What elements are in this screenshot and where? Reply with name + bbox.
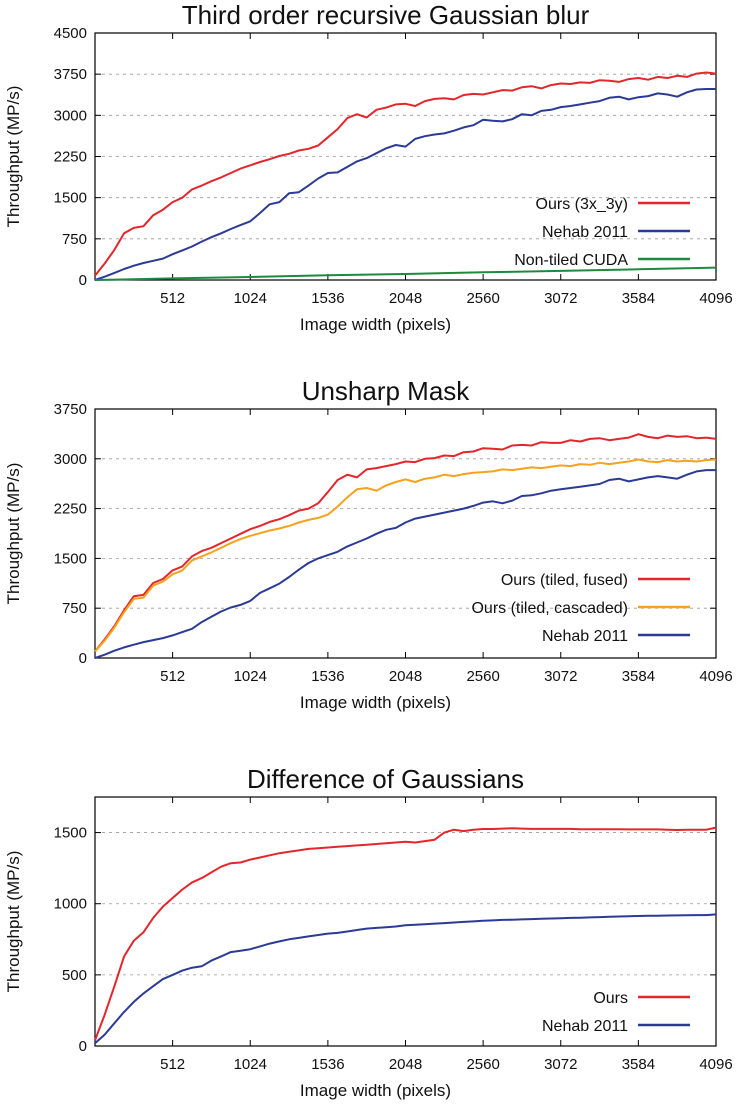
x-tick-label: 3072 xyxy=(544,1056,577,1073)
y-tick-label: 750 xyxy=(62,231,87,248)
x-tick-label: 3072 xyxy=(544,290,577,307)
x-tick-label: 1536 xyxy=(311,1056,344,1073)
y-tick-label: 1500 xyxy=(54,190,87,207)
y-tick-label: 0 xyxy=(79,1038,87,1055)
y-tick-label: 0 xyxy=(79,650,87,667)
x-tick-label: 4096 xyxy=(699,1056,732,1073)
x-tick-label: 3072 xyxy=(544,668,577,685)
series-line-2 xyxy=(94,458,717,653)
y-tick-label: 3750 xyxy=(54,401,87,418)
legend-label: Nehab 2011 xyxy=(542,628,628,645)
series-line-1 xyxy=(94,433,717,653)
x-tick-label: 3584 xyxy=(622,1056,655,1073)
x-axis-label: Image width (pixels) xyxy=(300,693,451,712)
y-tick-label: 1500 xyxy=(54,825,87,842)
chart-panel-1: Third order recursive Gaussian blur 0 750 1… xyxy=(4,0,733,334)
y-axis-label: Throughput (MP/s) xyxy=(4,86,23,228)
series-line-3 xyxy=(94,266,717,281)
series-line-1 xyxy=(94,826,717,1041)
x-tick-label: 2560 xyxy=(466,1056,499,1073)
chart-panel-2: Unsharp Mask 0 750 1500 2250 3000 3750 512 1024 1… xyxy=(4,376,733,712)
chart-title: Third order recursive Gaussian blur xyxy=(182,0,590,30)
plot-frame xyxy=(94,408,717,659)
x-tick-label: 1024 xyxy=(234,1056,267,1073)
x-tick-label: 512 xyxy=(160,1056,185,1073)
series-line-2 xyxy=(94,88,716,281)
legend-label: Ours xyxy=(593,990,628,1007)
legend-label: Ours (3x_3y) xyxy=(536,196,628,213)
series-line-2 xyxy=(94,913,717,1044)
x-axis-label: Image width (pixels) xyxy=(300,1081,451,1100)
y-tick-label: 500 xyxy=(62,967,87,984)
x-tick-label: 4096 xyxy=(699,668,732,685)
series-line-3 xyxy=(94,469,716,659)
legend-label: Nehab 2011 xyxy=(542,224,628,241)
x-tick-label: 1024 xyxy=(234,668,267,685)
y-tick-label: 1000 xyxy=(54,896,87,913)
y-axis-label: Throughput (MP/s) xyxy=(4,463,23,605)
legend-label: Nehab 2011 xyxy=(542,1018,628,1035)
y-tick-label: 2250 xyxy=(54,149,87,166)
x-tick-label: 1536 xyxy=(311,290,344,307)
plot-frame xyxy=(94,796,717,1047)
x-tick-label: 2560 xyxy=(466,290,499,307)
x-tick-label: 2048 xyxy=(389,290,422,307)
chart-title: Unsharp Mask xyxy=(302,376,471,406)
x-tick-label: 2560 xyxy=(466,668,499,685)
y-tick-label: 3000 xyxy=(54,451,87,468)
legend-label: Non-tiled CUDA xyxy=(514,252,628,269)
x-tick-label: 3584 xyxy=(622,290,655,307)
y-tick-label: 3750 xyxy=(54,66,87,83)
x-tick-label: 4096 xyxy=(699,290,732,307)
x-tick-label: 3584 xyxy=(622,668,655,685)
x-tick-label: 512 xyxy=(160,290,185,307)
x-tick-label: 512 xyxy=(160,668,185,685)
x-tick-label: 1536 xyxy=(311,668,344,685)
chart-title: Difference of Gaussians xyxy=(247,764,524,794)
y-tick-label: 1500 xyxy=(54,550,87,567)
x-tick-label: 1024 xyxy=(234,290,267,307)
y-tick-label: 3000 xyxy=(54,107,87,124)
y-tick-label: 750 xyxy=(62,600,87,617)
legend-label: Ours (tiled, fused) xyxy=(501,572,628,589)
y-axis-label: Throughput (MP/s) xyxy=(4,851,23,993)
series-line-1 xyxy=(94,71,717,277)
y-tick-label: 0 xyxy=(79,272,87,289)
legend-label: Ours (tiled, cascaded) xyxy=(471,600,628,617)
x-tick-label: 2048 xyxy=(389,668,422,685)
y-tick-label: 2250 xyxy=(54,501,87,518)
y-tick-label: 4500 xyxy=(54,25,87,42)
x-axis-label: Image width (pixels) xyxy=(300,315,451,334)
chart-panel-3: Difference of Gaussians 0 500 1000 1500 512 10… xyxy=(4,764,733,1100)
x-tick-label: 2048 xyxy=(389,1056,422,1073)
